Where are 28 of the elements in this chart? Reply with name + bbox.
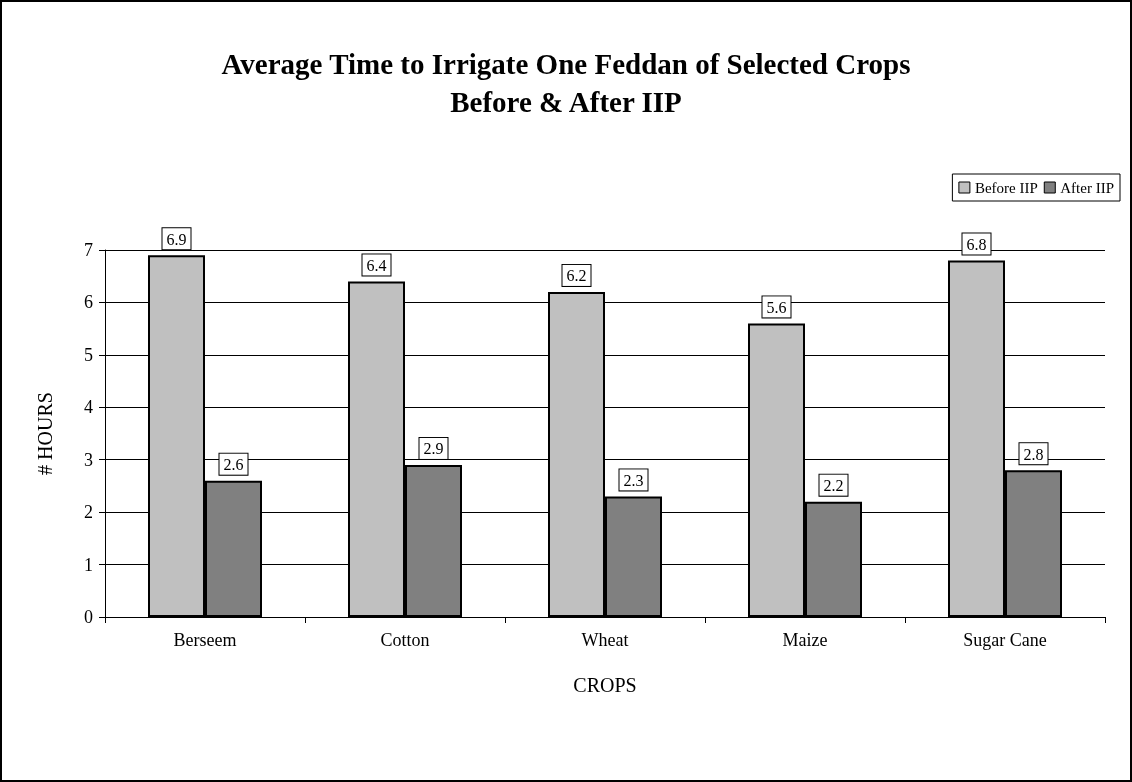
x-tick-label: Maize xyxy=(782,630,828,650)
y-tick-label: 2 xyxy=(84,502,93,523)
data-label: 6.8 xyxy=(966,235,987,253)
chart-title: Average Time to Irrigate One Feddan of Selected Crops Before & After IIP xyxy=(221,48,911,118)
data-label: 2.6 xyxy=(223,456,244,474)
y-tick-label: 0 xyxy=(84,607,93,627)
x-axis-title: CROPS xyxy=(573,674,637,696)
y-tick-label: 5 xyxy=(84,344,93,365)
y-tick-label: 7 xyxy=(84,240,93,260)
data-label: 6.4 xyxy=(366,256,387,274)
data-label: 2.2 xyxy=(823,477,844,495)
data-label: 6.2 xyxy=(566,267,587,285)
y-axis-title: # HOURS xyxy=(34,392,56,475)
data-label: 2.8 xyxy=(1023,445,1044,463)
data-label: 2.9 xyxy=(423,440,444,458)
legend-label: After IIP xyxy=(1060,179,1114,196)
legend-label: Before IIP xyxy=(974,179,1038,196)
y-tick-label: 4 xyxy=(84,397,93,418)
x-tick-label: Cotton xyxy=(380,630,430,650)
x-tick-label: Wheat xyxy=(581,630,629,650)
y-tick-label: 3 xyxy=(84,449,93,470)
data-label: 2.3 xyxy=(623,471,644,489)
data-label: 5.6 xyxy=(766,298,787,316)
data-label: 6.9 xyxy=(166,230,187,248)
y-tick-label: 6 xyxy=(84,292,93,313)
x-tick-label: Berseem xyxy=(173,630,237,650)
x-tick-label: Sugar Cane xyxy=(963,630,1047,650)
y-tick-label: 1 xyxy=(84,554,93,575)
